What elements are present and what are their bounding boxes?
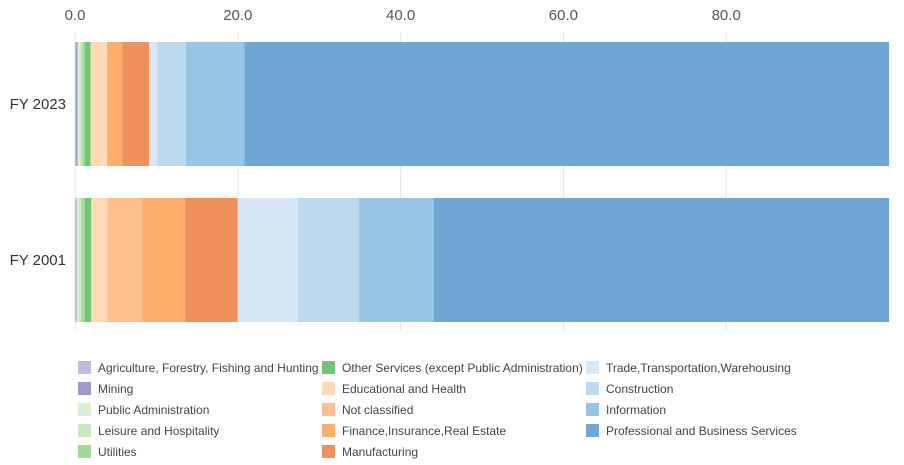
legend-item: Manufacturing (322, 441, 586, 462)
bar-segment (149, 42, 158, 166)
legend-label: Not classified (342, 402, 414, 417)
bar-segment (298, 198, 360, 322)
bar-segment (82, 42, 85, 166)
bar-segment (79, 198, 82, 322)
bar-segment (90, 42, 107, 166)
bar-segment (79, 42, 83, 166)
legend-item: Professional and Business Services (586, 420, 846, 441)
x-tick-label: 20.0 (223, 7, 252, 24)
legend-label: Trade,Transportation,Warehousing (606, 360, 791, 375)
legend-item: Mining (78, 378, 322, 399)
bar-segment (122, 42, 150, 166)
bar-segment (142, 198, 185, 322)
bar-segment (185, 42, 245, 166)
legend-label: Manufacturing (342, 444, 419, 459)
legend-label: Finance,Insurance,Real Estate (342, 423, 507, 438)
legend-label: Public Administration (98, 402, 210, 417)
legend-swatch (322, 445, 335, 458)
bar-segment (84, 42, 91, 166)
legend-swatch (322, 382, 335, 395)
bar-segment (184, 198, 238, 322)
x-tick-label: 0.0 (65, 7, 86, 24)
bar-segment (75, 42, 76, 166)
legend-swatch (78, 424, 91, 437)
legend-label: Information (606, 402, 667, 417)
bar-segment (75, 42, 78, 166)
bar-segment (106, 42, 108, 166)
legend-label: Leisure and Hospitality (98, 423, 220, 438)
bar-segment (359, 198, 434, 322)
bar-segment (91, 198, 108, 322)
category-label: FY 2001 (10, 252, 66, 269)
legend-label: Construction (606, 381, 674, 396)
legend-label: Mining (98, 381, 134, 396)
legend-item: Public Administration (78, 399, 322, 420)
legend-item: Educational and Health (322, 378, 586, 399)
x-axis-ticks: 0.0 20.0 40.0 60.0 80.0 (65, 7, 741, 24)
bars (75, 42, 889, 322)
legend-item: Construction (586, 378, 846, 399)
bar-segment (107, 42, 123, 166)
legend-swatch (78, 382, 91, 395)
legend: Agriculture, Forestry, Fishing and Hunti… (78, 357, 898, 462)
legend-item: Trade,Transportation,Warehousing (586, 357, 846, 378)
bar-segment (77, 42, 80, 166)
legend-label: Professional and Business Services (606, 423, 797, 438)
bar-segment (237, 198, 299, 322)
category-label: FY 2023 (10, 96, 66, 113)
legend-swatch (586, 424, 599, 437)
legend-item: Agriculture, Forestry, Fishing and Hunti… (78, 357, 322, 378)
legend-swatch (586, 382, 599, 395)
x-tick-label: 60.0 (549, 7, 578, 24)
legend-item: Utilities (78, 441, 322, 462)
legend-label: Utilities (98, 444, 137, 459)
legend-swatch (322, 403, 335, 416)
bar-segment (84, 198, 92, 322)
bar-segment (75, 198, 77, 322)
legend-swatch (586, 403, 599, 416)
x-tick-label: 80.0 (712, 7, 741, 24)
bar-segment (244, 42, 889, 166)
legend-item: Not classified (322, 399, 586, 420)
legend-swatch (322, 424, 335, 437)
x-tick-label: 40.0 (386, 7, 415, 24)
legend-swatch (78, 361, 91, 374)
bar-segment (81, 198, 85, 322)
legend-label: Agriculture, Forestry, Fishing and Hunti… (98, 360, 319, 375)
bar-segment (433, 198, 889, 322)
legend-swatch (78, 445, 91, 458)
bar-segment (76, 198, 80, 322)
legend-swatch (78, 403, 91, 416)
y-axis-categories: FY 2023 FY 2001 (10, 96, 66, 269)
legend-label: Other Services (except Public Administra… (342, 360, 583, 375)
legend-item: Leisure and Hospitality (78, 420, 322, 441)
bar-segment (107, 198, 143, 322)
bar-segment (157, 42, 186, 166)
legend-swatch (586, 361, 599, 374)
legend-label: Educational and Health (342, 381, 467, 396)
legend-item: Other Services (except Public Administra… (322, 357, 586, 378)
legend-item: Finance,Insurance,Real Estate (322, 420, 586, 441)
legend-item: Information (586, 399, 846, 420)
bar-segment (75, 198, 76, 322)
legend-swatch (322, 361, 335, 374)
